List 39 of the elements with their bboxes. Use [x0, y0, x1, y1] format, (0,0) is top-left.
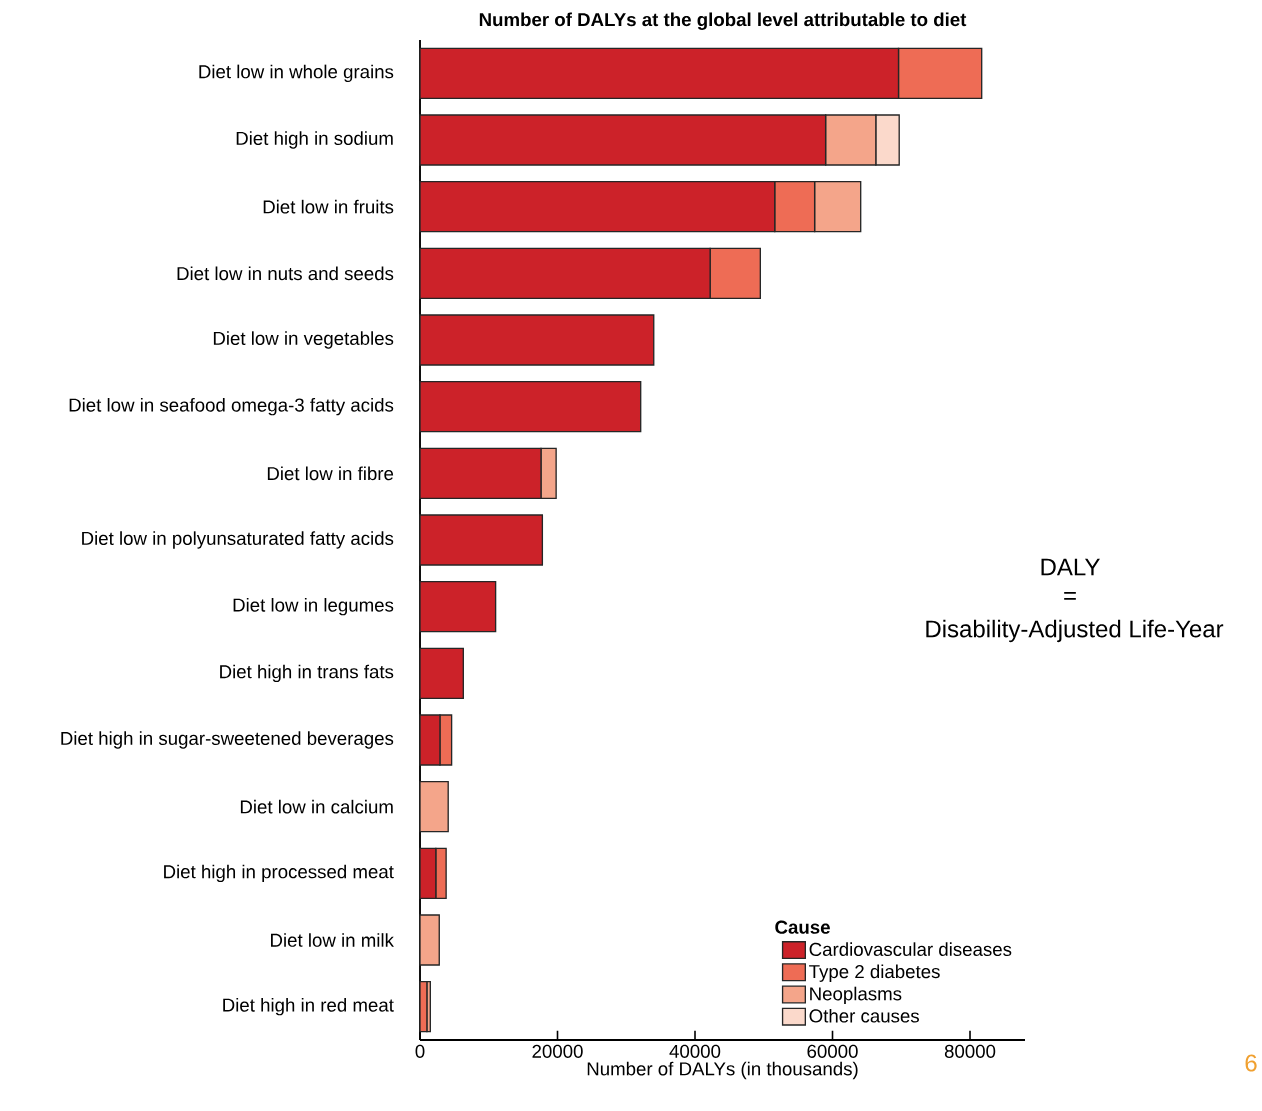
bar	[419, 914, 440, 966]
legend-label: Other causes	[809, 1008, 919, 1023]
y-tick-label: Diet high in processed meat	[164, 864, 394, 883]
y-tick-label: Diet high in sugar-sweetened beverages	[61, 731, 394, 749]
text: =	[1064, 592, 1076, 600]
x-tick-label: 80000	[944, 1044, 996, 1058]
y-tick-label: Diet high in red meat	[223, 997, 394, 1016]
bar	[419, 314, 655, 366]
bar	[419, 381, 642, 433]
x-tick-label: 20000	[532, 1044, 583, 1058]
y-tick-label: Diet high in trans fats	[220, 664, 394, 683]
y-tick-label: Diet low in legumes	[233, 597, 394, 616]
legend-title: Cause	[775, 920, 830, 934]
x-tick-label: 60000	[807, 1044, 858, 1058]
legend-label: Neoplasms	[810, 986, 902, 1005]
y-tick-label: Diet low in fruits	[263, 199, 394, 214]
y-tick-label: Diet low in whole grains	[199, 64, 394, 83]
y-tick-label: Diet high in sodium	[236, 131, 393, 149]
y-tick-label: Diet low in polyunsaturated fatty acids	[82, 531, 394, 549]
x-tick-label: 0	[415, 1044, 425, 1058]
legend-label: Type 2 diabetes	[809, 964, 940, 982]
y-tick-label: Diet low in calcium	[240, 799, 393, 814]
bar	[419, 514, 544, 566]
y-tick-label: Diet low in fibre	[267, 466, 394, 481]
x-tick-label: 40000	[669, 1044, 721, 1058]
bar	[419, 647, 464, 700]
legend-label: Cardiovascular diseases	[809, 942, 1012, 957]
bar	[419, 981, 428, 1033]
x-axis-title: Number of DALYs (in thousands)	[587, 1061, 858, 1080]
text: 6	[1245, 1054, 1257, 1072]
annotation: Disability-Adjusted Life-Year	[926, 619, 1224, 643]
bar	[419, 781, 449, 833]
bar	[419, 581, 497, 633]
y-tick-label: Diet low in milk	[271, 933, 394, 947]
chart-title: Number of DALYs at the global level attributable to diet	[479, 12, 967, 30]
y-tick-label: Diet low in nuts and seeds	[177, 266, 394, 281]
y-tick-label: Diet low in seafood omega-3 fatty acids	[69, 397, 394, 416]
y-tick-label: Diet low in vegetables	[213, 331, 394, 349]
text: DALY	[1041, 558, 1100, 576]
